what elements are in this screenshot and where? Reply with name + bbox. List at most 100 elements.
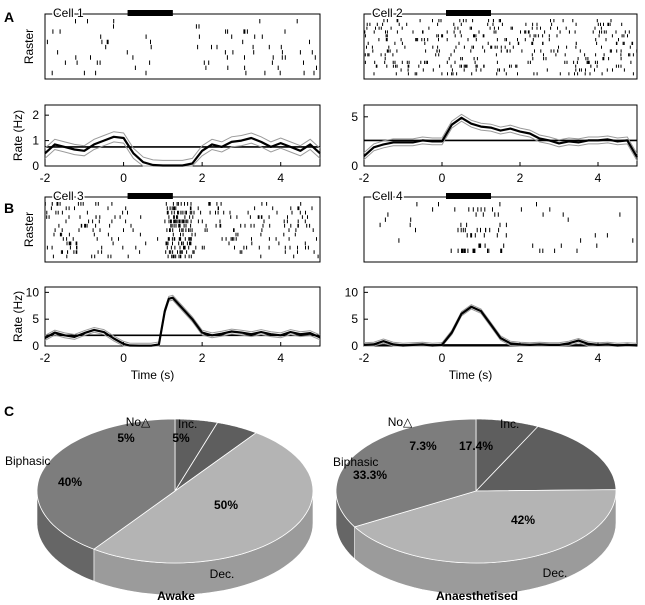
x-tick-label: 4 <box>595 171 602 185</box>
sem-lower-line <box>44 141 321 167</box>
x-tick-label: 0 <box>439 351 446 365</box>
pie-value-label: 33.3% <box>353 468 387 482</box>
rate-plot-frame <box>44 104 321 167</box>
mean-rate-line <box>44 135 321 167</box>
pie-slice-0 <box>174 418 219 493</box>
mean-rate-line <box>44 296 321 347</box>
stimulus-bar <box>446 10 491 16</box>
raster-label: Raster <box>22 29 36 64</box>
x-tick-label: 4 <box>277 171 284 185</box>
sem-upper-line <box>363 304 638 344</box>
sem-upper-line <box>44 294 321 344</box>
pie-category-label: Dec. <box>543 566 568 580</box>
y-tick-label: 0 <box>32 339 39 353</box>
y-axis-label: Rate (Hz) <box>11 291 25 342</box>
sem-lower-line <box>363 120 638 161</box>
x-tick-label: -2 <box>40 171 51 185</box>
sem-lower-line <box>44 299 321 347</box>
pie-title: Anaesthetised <box>436 589 518 603</box>
x-tick-label: 4 <box>277 351 284 365</box>
sem-upper-line <box>363 113 638 154</box>
raster-spikes <box>46 19 317 76</box>
x-axis-label: Time (s) <box>131 368 175 382</box>
pie-category-label: Inc. <box>500 417 519 431</box>
anaesthetised-pie: 7.3% 17.4% 42% 33.3% No△ Inc. Dec. Biphasic Anae… <box>333 415 617 603</box>
x-axis-label: Time (s) <box>449 368 493 382</box>
panel-label-a: A <box>4 9 14 25</box>
y-tick-label: 5 <box>351 110 358 124</box>
rate-plot-frame <box>363 286 638 347</box>
pie-value-label: 50% <box>214 498 238 512</box>
sem-upper-line <box>44 131 321 161</box>
pie-value-label: 7.3% <box>409 439 437 453</box>
pie-category-label: Biphasic <box>333 455 378 469</box>
cell-title: Cell 1 <box>53 6 84 20</box>
y-tick-label: 10 <box>26 285 40 299</box>
pie-value-label: 17.4% <box>459 439 493 453</box>
pie-slice-2 <box>93 432 314 564</box>
raster-frame <box>363 13 638 80</box>
stimulus-bar <box>127 193 173 199</box>
sem-lower-line <box>364 308 637 347</box>
mean-rate-line <box>363 305 638 347</box>
y-tick-label: 0 <box>351 159 358 173</box>
y-axis-label: Rate (Hz) <box>11 110 25 161</box>
y-tick-label: 1 <box>32 134 39 148</box>
y-tick-label: 0 <box>351 339 358 353</box>
raster-frame <box>44 13 321 80</box>
raster-frame <box>44 196 321 263</box>
x-tick-label: 2 <box>199 171 206 185</box>
raster-spikes <box>364 19 638 76</box>
pie-slice-1 <box>174 422 257 492</box>
pie-value-label: 40% <box>58 475 82 489</box>
cell2-panel: Cell 2-2 0 2 405 <box>351 5 638 185</box>
pie-slice-3 <box>335 418 477 528</box>
stimulus-bar <box>446 193 491 199</box>
x-tick-label: 0 <box>439 171 446 185</box>
cell-title: Cell 4 <box>372 189 403 203</box>
pie-title: Awake <box>157 589 195 603</box>
raster-spikes <box>379 202 634 253</box>
panel-label-b: B <box>4 200 14 216</box>
x-tick-label: 0 <box>120 351 127 365</box>
y-tick-label: 5 <box>351 312 358 326</box>
x-tick-label: 4 <box>595 351 602 365</box>
mean-rate-line <box>363 116 638 158</box>
pie-value-label: 5% <box>117 431 135 445</box>
cell-title: Cell 3 <box>53 189 84 203</box>
rate-plot-frame <box>363 104 638 167</box>
x-tick-label: 2 <box>517 171 524 185</box>
raster-label: Raster <box>22 212 36 247</box>
pie-category-label: Inc. <box>178 417 197 431</box>
pie-value-label: 5% <box>172 431 190 445</box>
stimulus-bar <box>127 10 173 16</box>
panel-label-c: C <box>4 403 14 419</box>
pie-category-label: No△ <box>126 415 151 429</box>
y-tick-label: 10 <box>345 285 359 299</box>
pie-value-label: 42% <box>511 513 535 527</box>
rate-plot-frame <box>44 286 321 347</box>
x-tick-label: -2 <box>359 351 370 365</box>
x-tick-label: -2 <box>40 351 51 365</box>
y-tick-label: 2 <box>32 108 39 122</box>
x-tick-label: 0 <box>120 171 127 185</box>
raster-frame <box>363 196 638 263</box>
x-tick-label: 2 <box>517 351 524 365</box>
cell-title: Cell 2 <box>372 6 403 20</box>
y-tick-label: 0 <box>32 159 39 173</box>
y-tick-label: 5 <box>32 312 39 326</box>
pie-slice-1 <box>475 425 617 492</box>
x-tick-label: -2 <box>359 171 370 185</box>
raster-spikes <box>44 202 319 259</box>
awake-pie: 5% 5% 50% 40% No△ Inc. Dec. Biphasic Awake <box>5 415 314 603</box>
pie-category-label: Biphasic <box>5 454 50 468</box>
pie-category-label: Dec. <box>210 567 235 581</box>
x-tick-label: 2 <box>199 351 206 365</box>
pie-slice-0 <box>475 418 539 492</box>
pie-slice-3 <box>36 418 176 550</box>
pie-category-label: No△ <box>388 415 413 429</box>
